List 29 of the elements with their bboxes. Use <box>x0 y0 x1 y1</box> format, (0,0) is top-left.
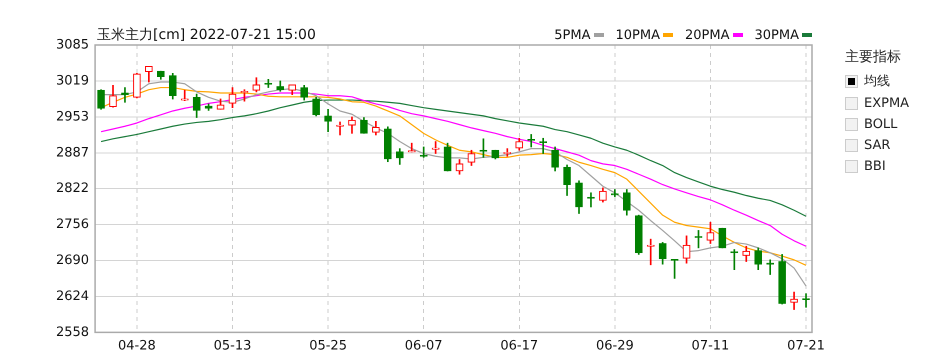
y-tick-label: 3085 <box>56 37 90 52</box>
x-tick-label: 06-29 <box>596 338 634 354</box>
text: BBI <box>864 159 886 174</box>
y-tick-label: 2690 <box>56 252 90 268</box>
x-tick-label: 04-28 <box>118 338 156 354</box>
x-tick-label: 05-25 <box>309 338 347 354</box>
legend-label: 5PMA <box>554 28 590 42</box>
y-tick-label: 2558 <box>56 324 90 340</box>
legend-label: 30PMA <box>754 28 799 42</box>
candlestick <box>694 230 702 248</box>
text: BOLL <box>864 117 898 132</box>
y-tick-label: 3019 <box>56 73 90 88</box>
y-tick-label: 2887 <box>56 145 90 160</box>
x-tick-label: 06-17 <box>500 338 538 354</box>
chart-title: 玉米主力[cm] 2022-07-21 15:00 <box>97 26 316 44</box>
x-tick-label: 05-13 <box>214 338 252 354</box>
y-tick-label: 2953 <box>56 109 90 124</box>
y-tick-label: 2624 <box>56 288 90 304</box>
y-tick-label: 2822 <box>56 180 90 196</box>
text: SAR <box>864 138 890 153</box>
text: EXPMA <box>864 96 910 111</box>
legend-label: 20PMA <box>685 28 730 42</box>
x-tick-label: 07-11 <box>692 338 730 354</box>
x-tick-label: 07-21 <box>787 338 825 354</box>
text: 均线 <box>864 73 890 90</box>
y-tick-label: 2756 <box>56 216 90 232</box>
text: 主要指标 <box>845 48 902 66</box>
legend-label: 10PMA <box>616 28 660 42</box>
x-tick-label: 06-07 <box>404 338 443 354</box>
